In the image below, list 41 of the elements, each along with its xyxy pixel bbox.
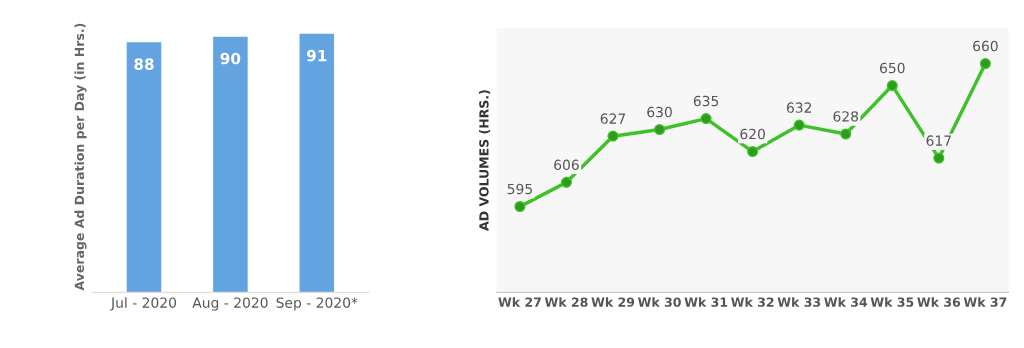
data-label: 650 [879,62,905,74]
x-tick-label: Wk 36 [917,297,961,307]
point [607,130,619,142]
data-label: 635 [693,95,719,107]
data-label: 632 [786,102,812,113]
x-tick-label: Wk 31 [684,297,728,307]
x-tick-label: Wk 33 [777,297,821,307]
point [747,146,759,158]
x-tick-label: Wk 28 [544,297,588,307]
x-tick-label: Wk 32 [731,297,774,307]
data-label: 617 [926,135,951,146]
data-label: 91 [306,49,327,62]
point [979,58,991,70]
point [840,128,852,140]
point [653,124,666,136]
data-label: 88 [134,58,154,70]
data-label: 627 [600,113,626,124]
y-axis-title: Average Ad Duration per Day (in Hrs.) [74,23,87,291]
x-tick-label: Wk 37 [963,297,1007,307]
x-tick-label: Jul - 2020 [110,297,177,311]
x-tick-label: Wk 35 [870,297,914,307]
x-tick-label: Wk 27 [498,297,541,307]
data-label: 595 [507,183,532,195]
point [560,176,573,188]
x-tick-label: Wk 29 [591,297,635,307]
x-tick-label: Wk 34 [824,297,868,307]
point [700,113,712,125]
data-label: 90 [220,52,241,65]
point [793,119,805,131]
x-tick-label: Aug - 2020 [192,297,268,311]
data-label: 606 [554,159,579,171]
point [933,152,945,164]
x-tick-label: Sep - 2020* [276,297,358,311]
data-label: 660 [973,40,998,52]
data-label: 620 [740,128,765,140]
data-label: 628 [833,111,859,122]
point [886,80,898,92]
data-label: 630 [647,106,672,118]
y-axis-title: AD VOLUMES (HRS.) [479,90,491,231]
point [514,200,526,213]
x-tick-label: Wk 30 [638,297,681,307]
